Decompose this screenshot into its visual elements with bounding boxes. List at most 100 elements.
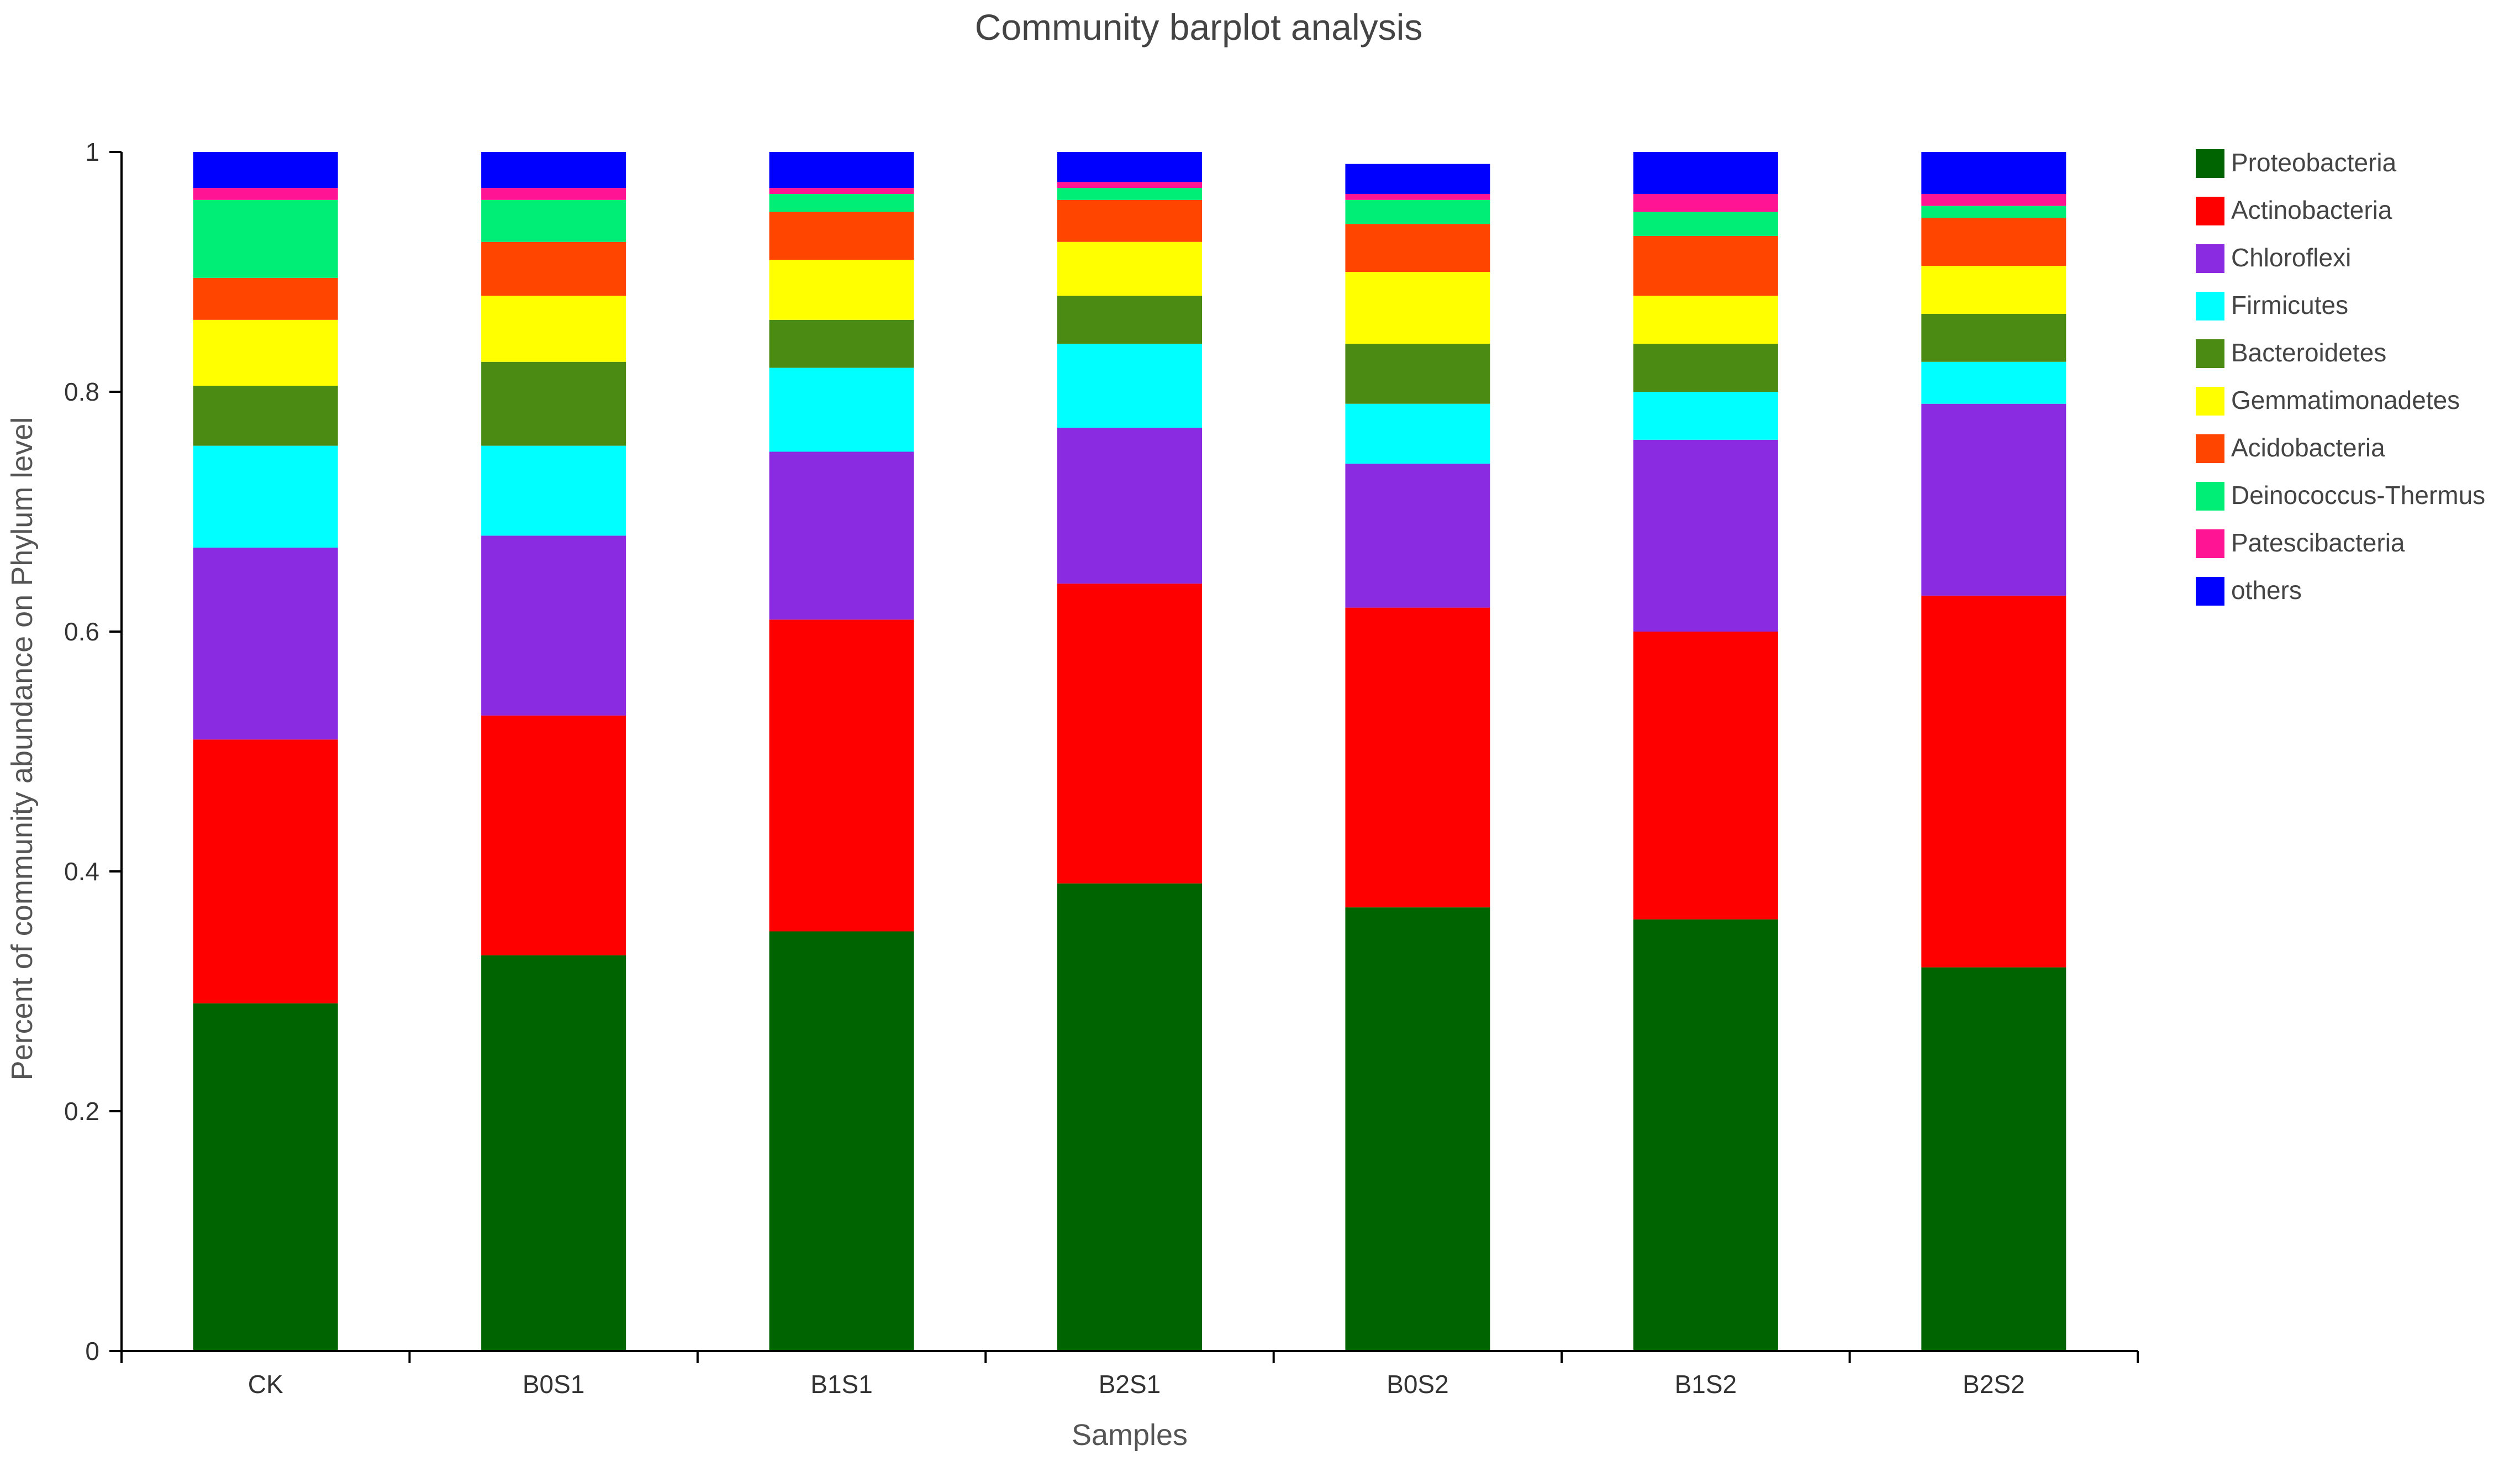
bar-segment-b2s1-proteobacteria [1057,883,1202,1351]
legend-label: Gemmatimonadetes [2231,386,2460,414]
x-tick-label: B2S1 [1099,1370,1161,1399]
bar-segment-b2s1-others [1057,152,1202,182]
y-tick-label: 0.4 [64,857,99,886]
bar-segment-b0s2-patescibacteria [1345,193,1490,200]
bar-segment-b0s1-bacteroidetes [481,361,626,446]
bar-segment-b0s1-others [481,152,626,188]
bars-group [193,152,2066,1351]
bar-segment-b1s1-others [769,152,914,188]
bar-segment-b1s2-bacteroidetes [1633,344,1778,392]
bar-segment-b2s1-firmicutes [1057,344,1202,428]
legend-swatch [2196,197,2224,225]
bar-segment-b0s2-deinococcus-thermus [1345,199,1490,224]
legend-label: Bacteroidetes [2231,338,2386,367]
legend-swatch [2196,577,2224,606]
bar-segment-ck-gemmatimonadetes [193,319,338,386]
bar-segment-b0s2-others [1345,164,1490,194]
legend-swatch [2196,339,2224,368]
x-tick-label: B1S2 [1675,1370,1737,1399]
bar-segment-b0s2-proteobacteria [1345,907,1490,1351]
bar-segment-b0s2-chloroflexi [1345,464,1490,608]
bar-segment-b0s1-proteobacteria [481,955,626,1351]
bar-segment-b2s2-bacteroidetes [1921,313,2066,362]
bar-segment-ck-proteobacteria [193,1003,338,1351]
bar-segment-b0s2-gemmatimonadetes [1345,272,1490,344]
bar-segment-b2s2-firmicutes [1921,361,2066,404]
bar-segment-b2s1-deinococcus-thermus [1057,188,1202,200]
x-axis-title: Samples [1072,1418,1188,1452]
legend-swatch [2196,387,2224,416]
legend-label: Firmicutes [2231,291,2348,319]
legend-swatch [2196,149,2224,178]
bar-segment-ck-actinobacteria [193,739,338,1003]
legend-label: Patescibacteria [2231,528,2405,557]
legend-label: Proteobacteria [2231,148,2397,177]
bar-segment-b2s2-others [1921,152,2066,194]
x-tick-label: CK [248,1370,283,1399]
x-tick-label: B0S2 [1386,1370,1449,1399]
bar-segment-b1s2-others [1633,152,1778,194]
bar-segment-b1s2-acidobacteria [1633,235,1778,296]
bar-segment-b1s2-proteobacteria [1633,919,1778,1351]
bar-segment-b1s1-actinobacteria [769,619,914,932]
bar-segment-b1s2-actinobacteria [1633,632,1778,919]
y-tick-label: 0.8 [64,377,99,406]
x-axis: CK B0S1 B1S1 B2S1 B0S2 B1S2 B2S2 [120,1350,2139,1399]
bar-segment-b1s1-firmicutes [769,367,914,452]
bar-segment-b2s1-chloroflexi [1057,428,1202,584]
bar-segment-ck-bacteroidetes [193,386,338,446]
bar-segment-b0s1-firmicutes [481,445,626,536]
bar-segment-b2s1-actinobacteria [1057,584,1202,884]
legend-label: others [2231,576,2302,605]
bar-segment-b2s2-actinobacteria [1921,595,2066,968]
x-tick-label: B2S2 [1963,1370,2025,1399]
bar-segment-b2s2-chloroflexi [1921,403,2066,596]
bar-segment-b0s1-patescibacteria [481,188,626,200]
bar-segment-b0s1-chloroflexi [481,535,626,716]
bar-segment-b0s2-bacteroidetes [1345,344,1490,404]
bar-segment-b2s2-gemmatimonadetes [1921,266,2066,314]
bar-segment-ck-chloroflexi [193,548,338,740]
bar-segment-b0s2-actinobacteria [1345,607,1490,908]
bar-segment-b1s1-patescibacteria [769,188,914,194]
bar-segment-b0s1-actinobacteria [481,715,626,955]
bar-segment-b0s2-firmicutes [1345,403,1490,464]
bar-segment-b1s1-deinococcus-thermus [769,193,914,212]
bar-segment-ck-others [193,152,338,188]
legend-swatch [2196,434,2224,463]
legend-label: Chloroflexi [2231,243,2351,272]
bar-segment-b0s2-acidobacteria [1345,224,1490,272]
bar-segment-b1s2-firmicutes [1633,392,1778,440]
y-tick-label: 1 [85,138,99,166]
legend-label: Deinococcus-Thermus [2231,481,2485,509]
legend-swatch [2196,529,2224,558]
legend: Proteobacteria Actinobacteria Chloroflexi F… [2196,148,2485,606]
legend-swatch [2196,244,2224,273]
bar-segment-b2s1-gemmatimonadetes [1057,241,1202,296]
chart-title: Community barplot analysis [975,7,1423,48]
bar-segment-b2s2-proteobacteria [1921,967,2066,1351]
bar-segment-b1s2-gemmatimonadetes [1633,296,1778,344]
bar-segment-ck-firmicutes [193,445,338,548]
bar-segment-b1s1-chloroflexi [769,451,914,620]
legend-label: Actinobacteria [2231,196,2392,224]
legend-label: Acidobacteria [2231,433,2385,462]
bar-segment-b1s1-proteobacteria [769,931,914,1351]
bar-segment-b2s1-patescibacteria [1057,182,1202,188]
x-tick-label: B1S1 [810,1370,873,1399]
bar-segment-b1s2-deinococcus-thermus [1633,212,1778,236]
y-tick-label: 0.6 [64,617,99,646]
bar-segment-b2s1-bacteroidetes [1057,296,1202,344]
bar-segment-b1s1-acidobacteria [769,212,914,260]
bar-segment-b0s1-acidobacteria [481,241,626,296]
bar-segment-b2s1-acidobacteria [1057,199,1202,242]
bar-segment-b1s1-gemmatimonadetes [769,260,914,320]
bar-segment-b0s1-gemmatimonadetes [481,296,626,362]
bar-segment-b1s1-bacteroidetes [769,319,914,368]
legend-swatch [2196,292,2224,320]
y-axis: 0 0.2 0.4 0.6 0.8 1 [64,138,123,1365]
legend-swatch [2196,482,2224,511]
bar-segment-b1s2-patescibacteria [1633,193,1778,212]
bar-segment-ck-patescibacteria [193,188,338,200]
